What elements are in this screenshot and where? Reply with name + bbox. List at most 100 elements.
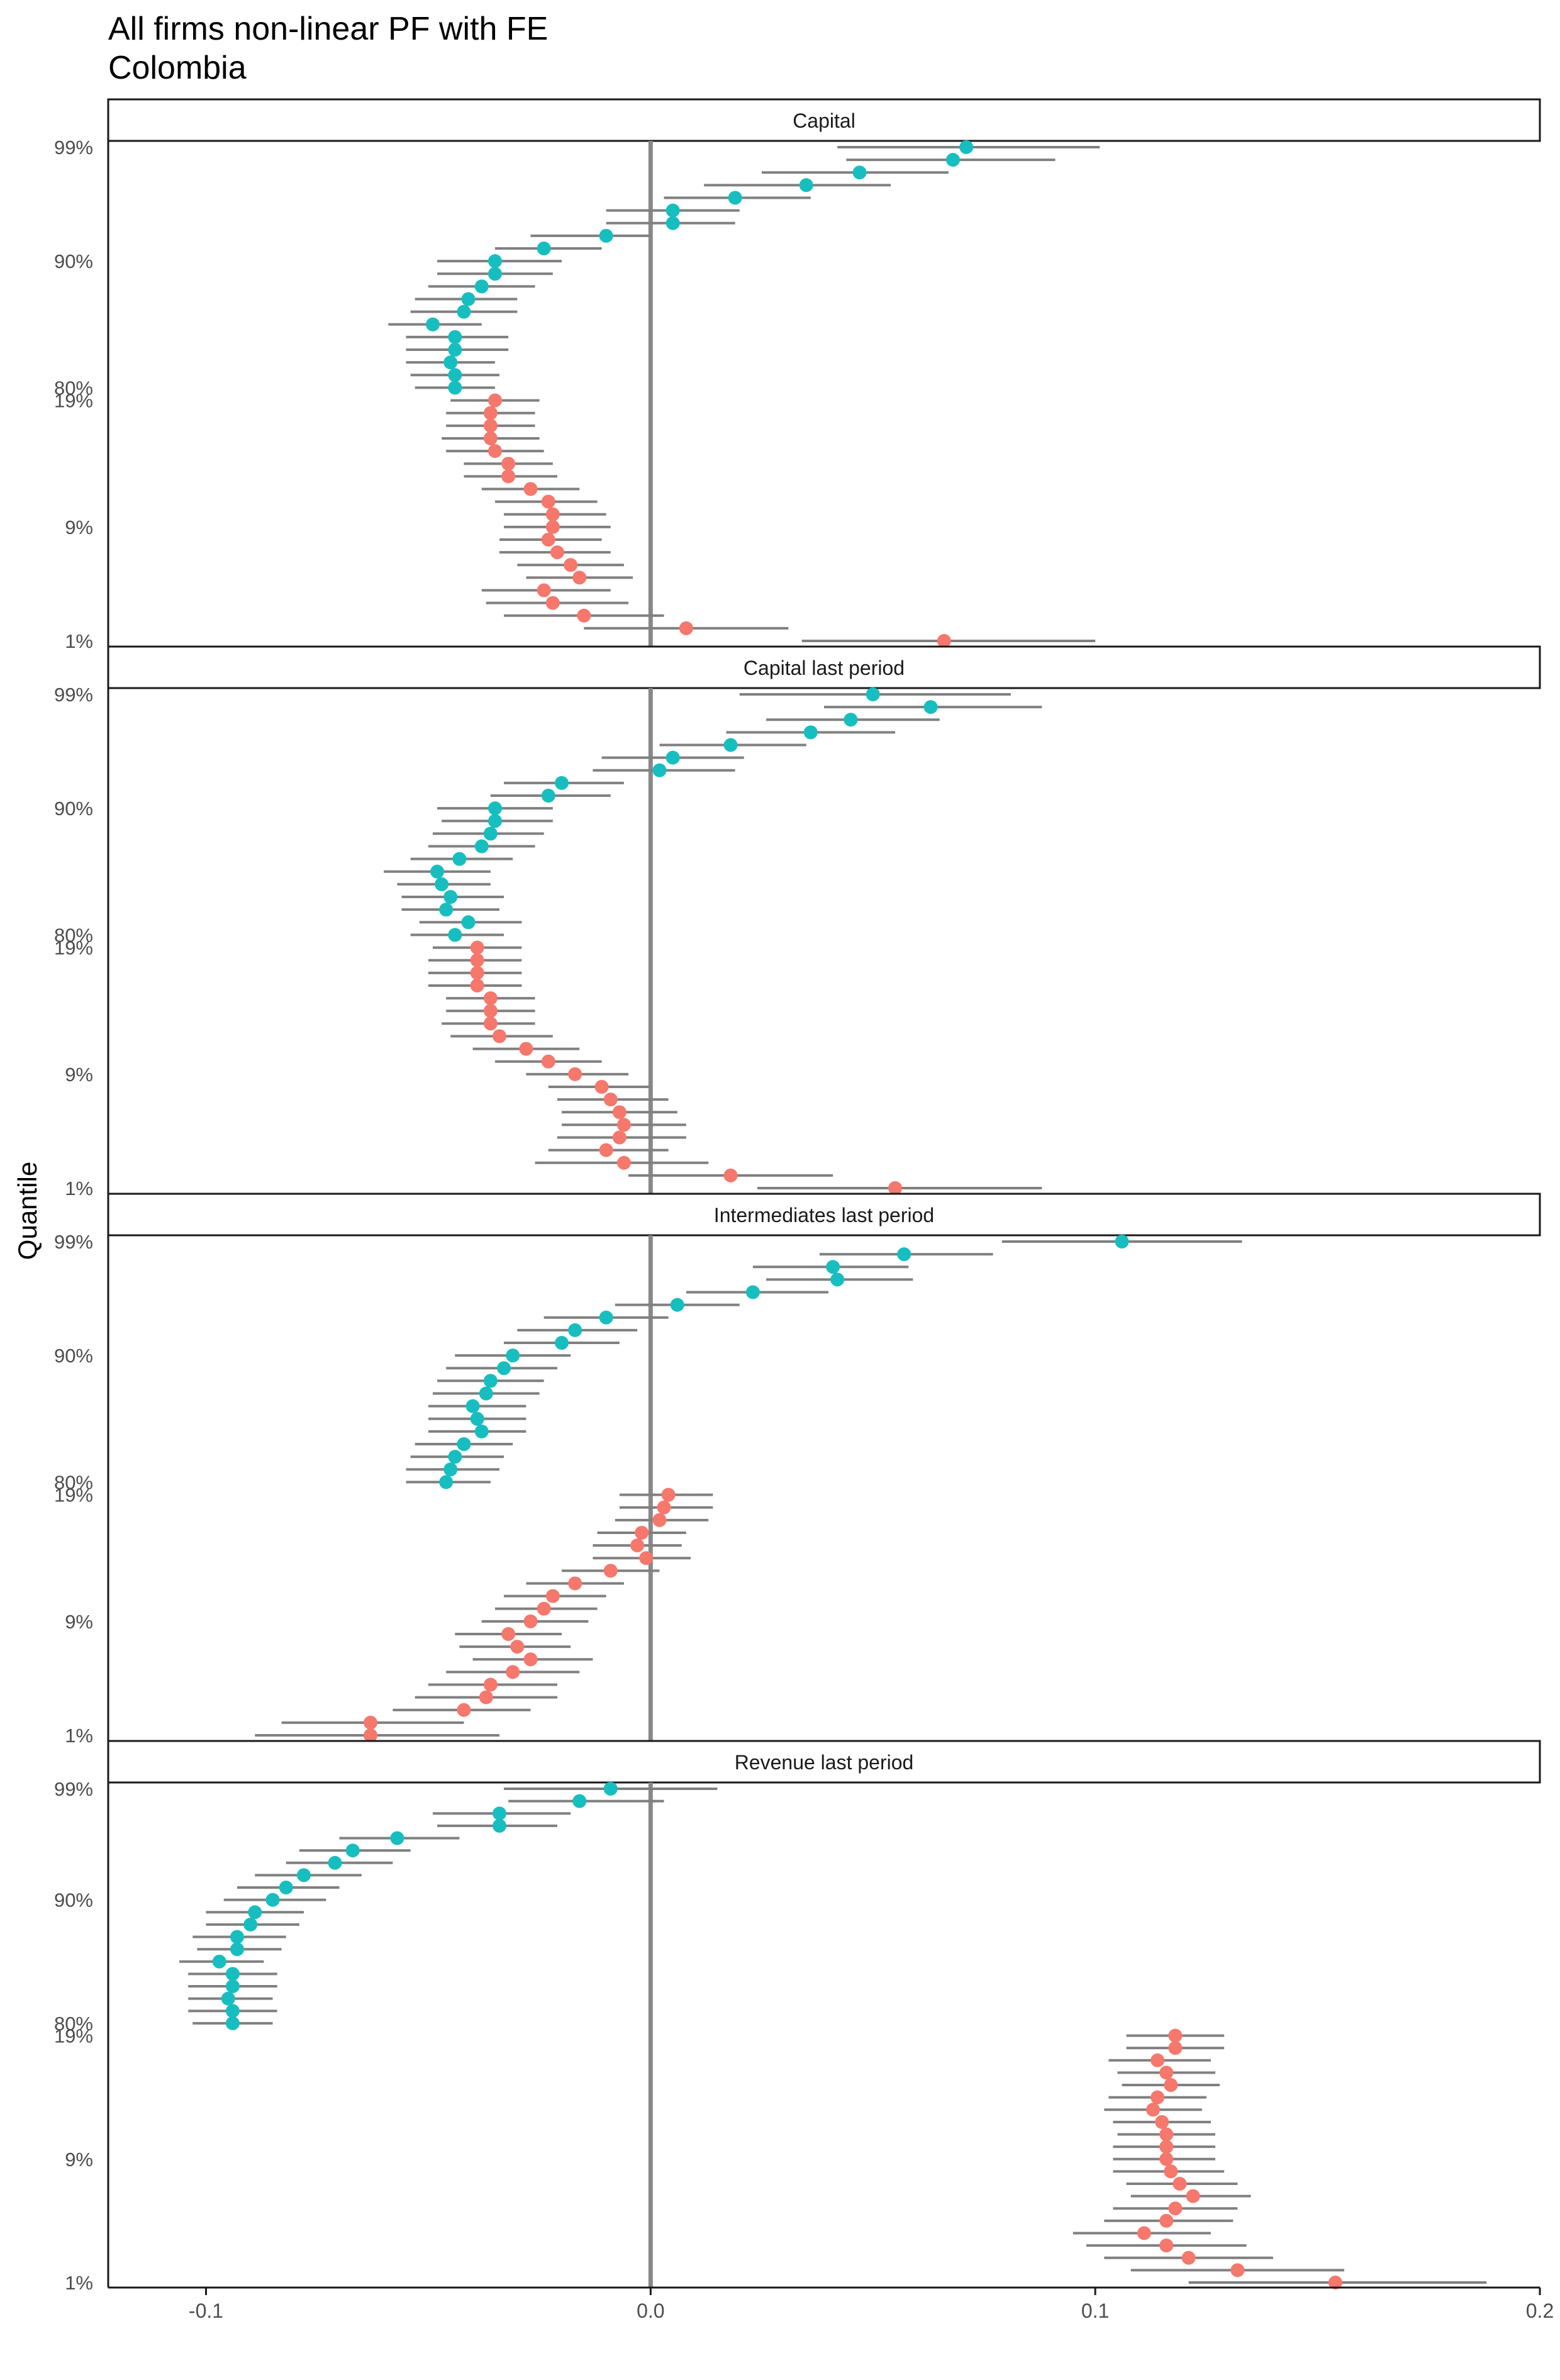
estimate-point-lower — [523, 1614, 538, 1628]
estimate-point-lower — [483, 1677, 498, 1692]
estimate-point-upper — [297, 1868, 311, 1882]
estimate-point-lower — [1173, 2177, 1187, 2191]
estimate-point-upper — [599, 1310, 613, 1325]
estimate-point-upper — [435, 877, 449, 891]
estimate-point-upper — [826, 1260, 840, 1274]
y-tick-label: 90% — [54, 1889, 93, 1911]
estimate-point-lower — [1328, 2276, 1342, 2289]
estimate-point-lower — [1186, 2189, 1200, 2203]
estimate-point-lower — [541, 494, 555, 509]
estimate-point-upper — [470, 1411, 484, 1426]
y-tick-label: 80% — [54, 2013, 93, 2035]
estimate-point-lower — [1150, 2053, 1165, 2067]
estimate-point-lower — [488, 393, 502, 408]
y-tick-label: 9% — [65, 1611, 93, 1633]
estimate-point-upper — [225, 1979, 240, 1993]
estimate-point-upper — [443, 890, 458, 904]
estimate-point-upper — [488, 254, 502, 269]
y-tick-label: 9% — [65, 2149, 93, 2171]
estimate-point-lower — [612, 1130, 627, 1145]
estimate-point-lower — [545, 520, 560, 534]
estimate-point-lower — [937, 634, 951, 648]
panel-2: Capital last period 99% 90% 80%19% 9% 1% — [54, 645, 1541, 1199]
estimate-point-lower — [635, 1525, 649, 1540]
estimate-point-upper — [225, 1967, 240, 1981]
panel-strip-label: Revenue last period — [735, 1751, 914, 1774]
y-tick-label: 1% — [65, 1725, 93, 1747]
estimate-point-lower — [572, 570, 587, 585]
estimate-point-upper — [461, 915, 476, 930]
estimate-point-upper — [945, 153, 960, 167]
panel-strip — [107, 1740, 1541, 1784]
estimate-point-lower — [470, 940, 484, 955]
estimate-point-upper — [599, 228, 613, 243]
estimate-point-upper — [666, 216, 680, 230]
estimate-point-lower — [519, 1042, 533, 1056]
estimate-point-lower — [1168, 2201, 1183, 2216]
estimate-point-lower — [1230, 2263, 1245, 2277]
y-tick-label: 80% — [54, 924, 93, 946]
estimate-point-lower — [479, 1690, 493, 1704]
estimate-point-lower — [545, 1589, 560, 1603]
y-tick-label: 90% — [54, 798, 93, 820]
estimate-point-upper — [248, 1905, 262, 1920]
estimate-point-upper — [225, 2004, 240, 2018]
estimate-point-lower — [612, 1105, 627, 1120]
estimate-point-upper — [493, 1806, 507, 1821]
estimate-point-lower — [364, 1715, 378, 1730]
y-tick-label: 90% — [54, 1345, 93, 1367]
estimate-point-lower — [679, 621, 693, 635]
estimate-point-upper — [666, 750, 680, 765]
estimate-point-upper — [603, 1782, 618, 1796]
estimate-point-upper — [345, 1843, 360, 1858]
estimate-point-lower — [1159, 2127, 1174, 2142]
y-axis-label: Quantile — [13, 1162, 42, 1260]
estimate-point-lower — [501, 469, 516, 484]
estimate-point-lower — [630, 1538, 645, 1553]
panel-3: Intermediates last period 99% 90% 80%19% 9% 1… — [54, 1193, 1541, 1747]
estimate-point-upper — [328, 1855, 342, 1870]
estimate-point-upper — [279, 1881, 293, 1894]
x-tick-label: 0.1 — [1081, 2299, 1109, 2322]
y-tick-label: 9% — [65, 516, 93, 538]
estimate-point-upper — [230, 1942, 244, 1957]
estimate-point-upper — [448, 343, 462, 357]
estimate-point-lower — [599, 1143, 613, 1157]
estimate-point-upper — [670, 1298, 684, 1312]
estimate-point-lower — [506, 1665, 520, 1679]
estimate-point-upper — [554, 1336, 569, 1350]
estimate-point-upper — [1115, 1235, 1129, 1248]
y-tick-label: 80% — [54, 377, 93, 399]
estimate-point-upper — [666, 203, 680, 218]
estimate-point-upper — [225, 2016, 240, 2030]
estimate-point-lower — [550, 545, 564, 560]
estimate-point-lower — [564, 558, 578, 572]
estimate-point-upper — [243, 1917, 258, 1932]
estimate-point-lower — [541, 532, 555, 547]
panel-strip — [107, 645, 1541, 689]
x-axis: -0.1 0.0 0.1 0.2 — [107, 141, 1554, 2322]
estimate-point-lower — [501, 1627, 516, 1641]
y-tick-label: 99% — [54, 684, 93, 706]
estimate-point-upper — [448, 330, 462, 344]
estimate-point-upper — [448, 381, 462, 395]
estimate-point-upper — [568, 1323, 582, 1337]
y-tick-label: 99% — [54, 1778, 93, 1800]
y-tick-label: 99% — [54, 136, 93, 158]
estimate-point-upper — [230, 1930, 244, 1944]
estimate-point-lower — [603, 1564, 618, 1578]
estimate-point-upper — [448, 1450, 462, 1464]
panel-1: Capital 99% 90% 80%19% 9% 1% — [54, 98, 1541, 652]
estimate-point-upper — [959, 140, 974, 154]
estimate-point-lower — [1159, 2213, 1174, 2228]
estimate-point-lower — [523, 1652, 538, 1667]
estimate-point-upper — [799, 178, 813, 192]
y-tick-label: 1% — [65, 630, 93, 652]
estimate-point-lower — [470, 953, 484, 967]
estimate-point-lower — [1181, 2250, 1196, 2265]
estimate-point-upper — [723, 738, 738, 752]
estimate-point-upper — [474, 279, 489, 294]
estimate-point-upper — [923, 700, 938, 715]
estimate-point-lower — [616, 1155, 631, 1170]
estimate-point-lower — [639, 1551, 654, 1565]
